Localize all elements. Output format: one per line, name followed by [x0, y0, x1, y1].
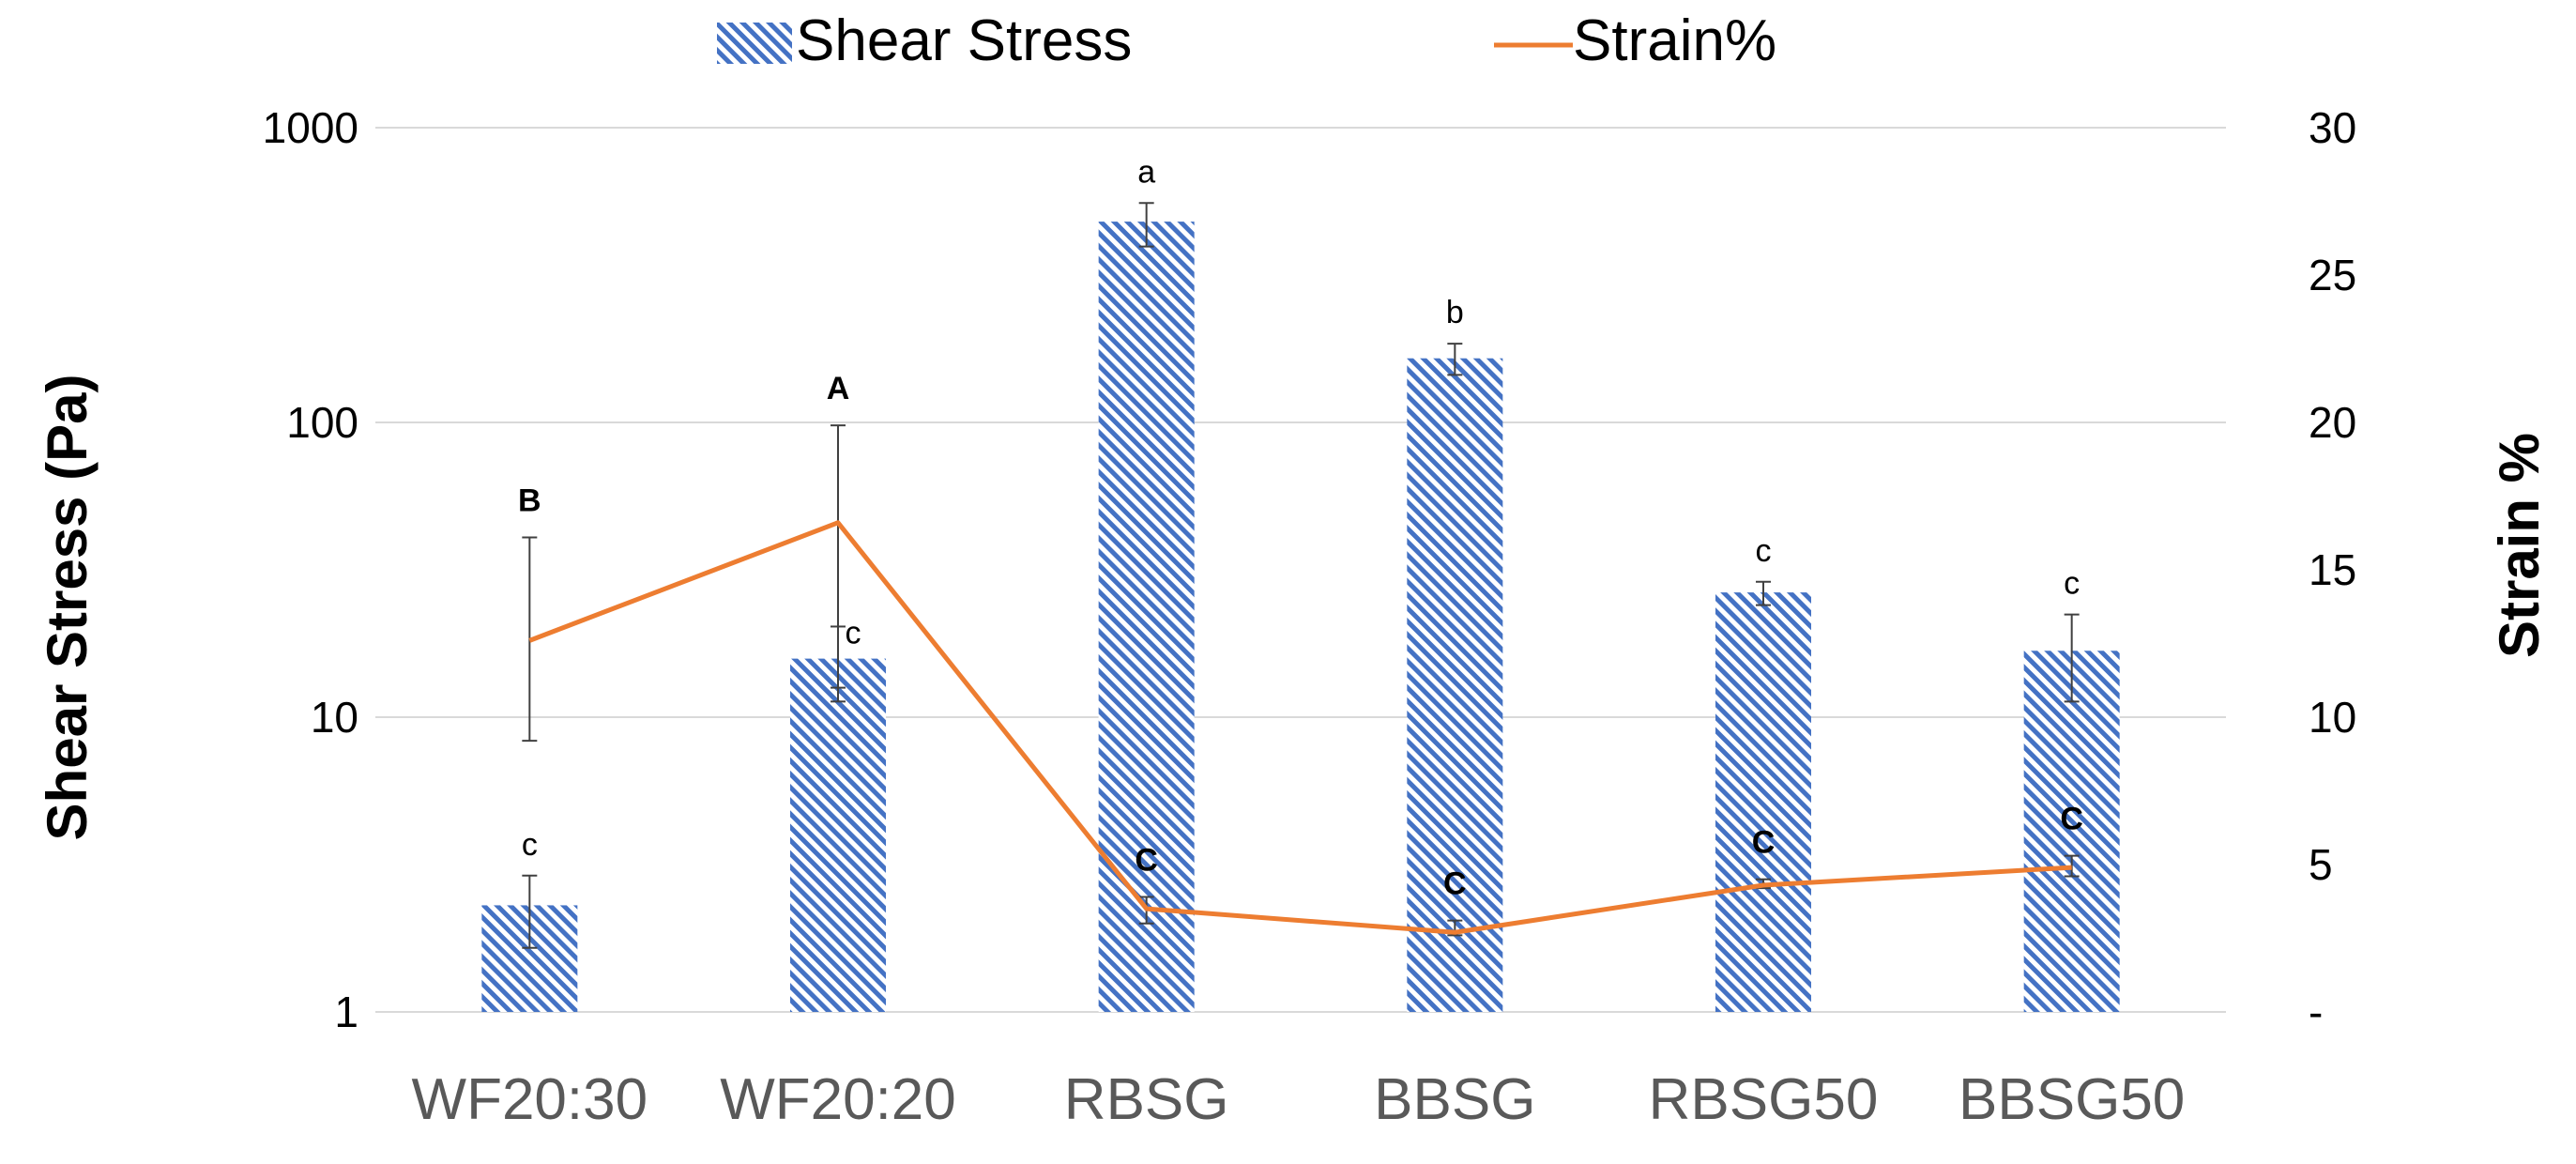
axes: 1 10 100 1000 - 5 10 15 20 25 30 WF20:30 WF20:20 RBSG…: [36, 103, 2551, 1132]
legend-swatch-shear-stress: [717, 23, 792, 64]
right-tick-label: 30: [2309, 103, 2356, 152]
right-tick-label: 15: [2309, 545, 2356, 594]
strain-significance-letter: B: [518, 482, 541, 518]
right-axis-title: Strain %: [2488, 433, 2551, 658]
right-tick-label: 5: [2309, 840, 2333, 889]
left-axis-title: Shear Stress (Pa): [36, 375, 99, 841]
category-label: BBSG50: [1959, 1067, 2185, 1132]
bar-shear-stress: [1715, 592, 1811, 1012]
gridlines: [375, 127, 2226, 1013]
left-tick-label: 10: [311, 693, 358, 742]
left-tick-label: 1000: [263, 103, 358, 152]
strain-significance-letter: C: [1135, 843, 1158, 879]
strain-significance-letter: C: [1752, 825, 1776, 861]
significance-letters: c c a b c c B A C C C C: [518, 154, 2083, 901]
bar-significance-letter: c: [522, 827, 538, 863]
bar-significance-letter: c: [1756, 533, 1772, 569]
strain-significance-letter: A: [827, 371, 850, 406]
category-label: BBSG: [1374, 1067, 1535, 1132]
shear-stress-bars: [481, 222, 2120, 1012]
right-tick-label: 10: [2309, 693, 2356, 742]
strain-significance-letter: C: [1443, 866, 1467, 902]
bar-shear-stress: [790, 658, 886, 1012]
bar-significance-letter: c: [2064, 566, 2080, 602]
strain-significance-letter: C: [2060, 802, 2083, 837]
left-tick-label: 1: [334, 988, 358, 1036]
bar-shear-stress: [1098, 222, 1195, 1012]
bar-significance-letter: c: [846, 615, 861, 651]
bar-shear-stress: [2023, 651, 2120, 1012]
legend: Shear Stress Strain%: [717, 8, 1776, 73]
bar-significance-letter: a: [1137, 154, 1155, 190]
right-tick-label: -: [2309, 988, 2323, 1036]
left-tick-label: 100: [286, 398, 358, 447]
bar-significance-letter: b: [1446, 295, 1464, 330]
right-tick-label: 25: [2309, 251, 2356, 299]
category-label: WF20:30: [412, 1067, 648, 1132]
right-tick-label: 20: [2309, 398, 2356, 447]
legend-label-shear-stress: Shear Stress: [796, 8, 1132, 73]
legend-label-strain: Strain%: [1573, 8, 1776, 73]
error-bars: [522, 202, 2080, 949]
category-label: RBSG: [1064, 1067, 1229, 1132]
category-label: WF20:20: [720, 1067, 956, 1132]
category-label: RBSG50: [1649, 1067, 1879, 1132]
bar-shear-stress: [1407, 358, 1503, 1012]
strain-polyline: [528, 520, 2072, 935]
strain-line: [528, 520, 2072, 935]
